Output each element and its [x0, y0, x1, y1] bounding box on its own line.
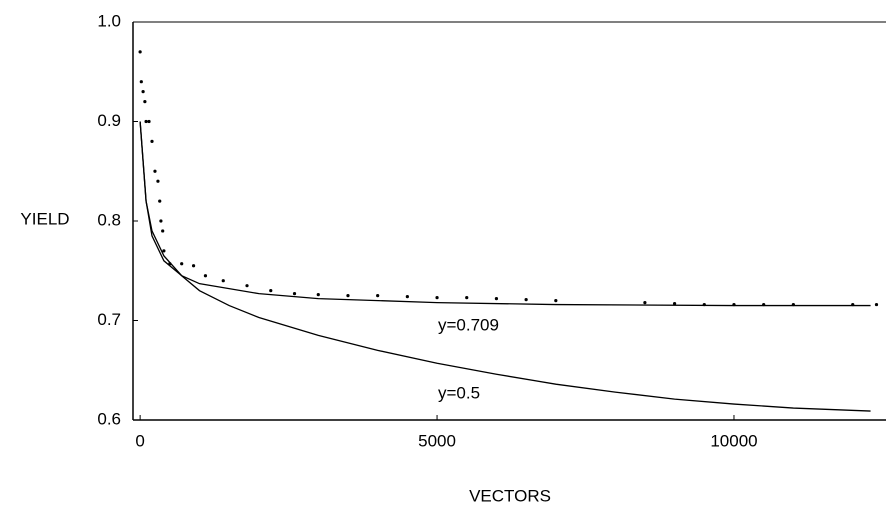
data-point: [435, 296, 439, 300]
data-point: [180, 262, 184, 266]
data-point: [144, 119, 148, 124]
y-tick-label: 0.8: [97, 210, 121, 229]
data-point: [221, 279, 225, 283]
data-point: [245, 284, 249, 288]
x-tick-label: 10000: [710, 431, 757, 450]
data-point: [159, 219, 163, 223]
data-point: [346, 294, 350, 298]
data-point: [153, 169, 157, 173]
data-point: [292, 292, 297, 296]
y-tick-label: 0.9: [97, 111, 121, 130]
data-point: [405, 295, 409, 299]
y-tick-label: 0.7: [97, 310, 121, 329]
data-point: [191, 264, 196, 268]
data-point: [672, 301, 677, 306]
data-point: [643, 300, 647, 305]
data-point: [150, 139, 154, 143]
curve: [139, 121, 871, 412]
x-tick-label: 5000: [418, 431, 456, 450]
y-tick-label: 0.6: [97, 409, 121, 428]
data-point: [139, 80, 143, 84]
data-point: [376, 294, 380, 298]
y-tick-label: 1.0: [97, 11, 121, 30]
data-point: [494, 297, 499, 301]
data-point: [141, 90, 145, 94]
data-point: [143, 100, 147, 104]
data-point: [269, 289, 273, 293]
data-point: [316, 293, 320, 297]
data-point: [156, 179, 160, 183]
x-tick-label: 0: [135, 431, 144, 450]
annotation: y=0.709: [438, 315, 499, 334]
data-point: [465, 296, 469, 300]
data-point: [158, 199, 162, 203]
data-point: [161, 229, 165, 233]
data-point: [203, 274, 208, 278]
data-point: [138, 50, 142, 54]
data-point: [554, 299, 558, 303]
data-point: [524, 298, 528, 302]
x-axis-label: VECTORS: [469, 486, 551, 505]
data-point: [162, 249, 166, 253]
annotation: y=0.5: [438, 383, 480, 402]
y-axis-label: YIELD: [20, 209, 69, 228]
data-point: [147, 119, 151, 124]
data-point: [874, 302, 879, 307]
curve: [139, 121, 871, 307]
